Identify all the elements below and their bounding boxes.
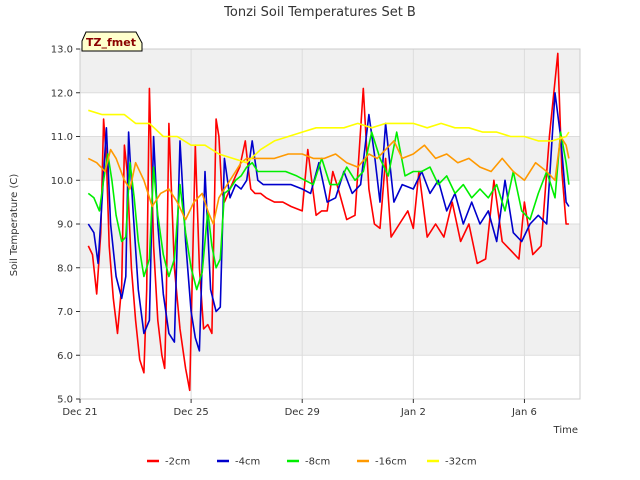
y-axis-label: Soil Temperature (C) [9,174,20,277]
x-axis-label: Time [553,425,578,436]
legend-label: -32cm [445,457,477,468]
badge-shape [81,31,143,52]
legend-label: -16cm [375,457,407,468]
badge-label: TZ_fmet [86,36,136,49]
series-lines [87,52,570,392]
x-axis: Dec 21 Dec 25 Dec 29 Jan 2 Jan 6 [62,399,537,418]
y-tick-label: 10.0 [51,176,73,187]
y-tick-label: 12.0 [51,88,73,99]
grid-band [80,311,580,356]
grid-band [80,49,580,93]
series-line-minus16cm [87,135,570,225]
legend: -2cm -4cm -8cm -16cm -32cm [147,457,477,468]
y-tick-label: 5.0 [57,395,73,406]
series-line-minus32cm [88,109,570,164]
y-tick-label: 7.0 [57,307,73,318]
legend-label: -8cm [305,457,330,468]
y-tick-label: 6.0 [57,351,73,362]
x-tick-label: Dec 25 [173,407,208,418]
series-line-minus8cm [87,131,570,291]
series-line-minus2cm [87,52,569,392]
x-tick-label: Jan 6 [511,407,537,418]
grid-band [80,136,580,181]
badge: TZ_fmet [81,31,143,52]
x-tick-label: Dec 29 [285,407,320,418]
y-tick-label: 13.0 [51,45,73,56]
x-tick-label: Jan 2 [400,407,426,418]
x-tick-label: Dec 21 [62,407,97,418]
y-tick-label: 8.0 [57,263,73,274]
series-line-minus4cm [87,92,570,352]
y-axis: 5.0 6.0 7.0 8.0 9.0 10.0 11.0 12.0 13.0 [51,45,80,406]
grid-band [80,224,580,268]
y-tick-label: 9.0 [57,220,73,231]
legend-label: -2cm [165,457,190,468]
y-tick-label: 11.0 [51,132,73,143]
chart-title: Tonzi Soil Temperatures Set B [223,5,416,20]
legend-label: -4cm [235,457,260,468]
